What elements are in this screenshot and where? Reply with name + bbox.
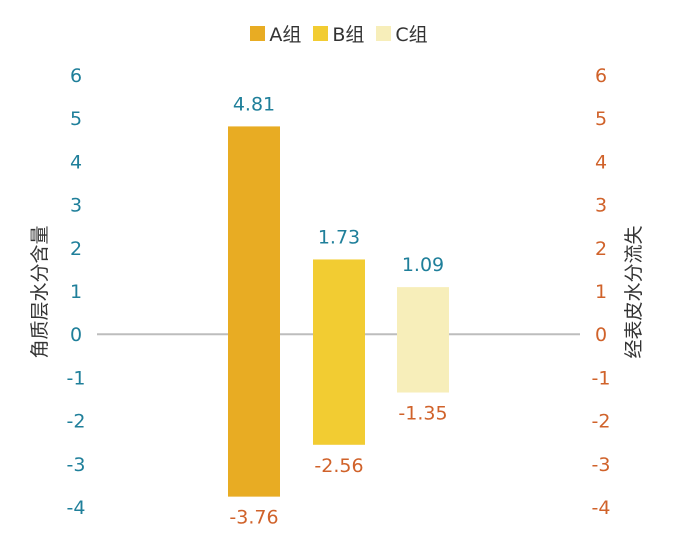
legend-item-b: B组 (313, 20, 364, 47)
left-tick-label: 4 (70, 151, 82, 173)
left-tick-label: 1 (70, 281, 82, 303)
bar-C组 (397, 287, 449, 393)
negative-value-label: -3.76 (229, 507, 278, 529)
right-tick-label: 1 (595, 281, 607, 303)
right-tick-label: 6 (595, 65, 607, 87)
left-tick-label: -2 (67, 411, 86, 433)
right-tick-label: -2 (592, 411, 611, 433)
positive-value-label: 1.73 (318, 226, 360, 248)
right-tick-label: -4 (592, 497, 611, 519)
legend-item-c: C组 (376, 20, 428, 47)
legend-item-a: A组 (250, 20, 301, 47)
bars-group (228, 126, 449, 497)
right-tick-label: 2 (595, 238, 607, 260)
positive-value-label: 4.81 (233, 93, 275, 115)
left-tick-label: -1 (67, 367, 86, 389)
negative-value-label: -2.56 (314, 455, 363, 477)
legend-swatch-a (250, 26, 266, 41)
right-tick-label: 4 (595, 151, 607, 173)
left-tick-label: 6 (70, 65, 82, 87)
left-tick-label: 0 (70, 324, 82, 346)
right-axis-ticks: 6 5 4 3 2 1 0 -1 -2 -3 -4 (592, 65, 611, 519)
value-labels-group: 4.81 -3.76 1.73 -2.56 1.09 -1.35 (229, 93, 447, 528)
left-tick-label: 2 (70, 238, 82, 260)
right-tick-label: 3 (595, 195, 607, 217)
right-tick-label: -3 (592, 454, 611, 476)
right-tick-label: 0 (595, 324, 607, 346)
bar-B组 (313, 259, 365, 445)
legend-swatch-c (376, 26, 392, 41)
chart-legend: A组 B组 C组 (0, 20, 678, 47)
left-tick-label: 3 (70, 195, 82, 217)
right-tick-label: -1 (592, 367, 611, 389)
right-tick-label: 5 (595, 108, 607, 130)
legend-label-b: B组 (332, 24, 365, 46)
left-axis-ticks: 6 5 4 3 2 1 0 -1 -2 -3 -4 (67, 65, 86, 519)
legend-label-a: A组 (269, 24, 302, 46)
left-tick-label: -3 (67, 454, 86, 476)
left-tick-label: -4 (67, 497, 86, 519)
left-axis-label: 角质层水分含量 (29, 225, 51, 358)
bar-A组 (228, 126, 280, 497)
right-axis-label: 经表皮水分流失 (623, 225, 645, 358)
positive-value-label: 1.09 (402, 254, 444, 276)
legend-label-c: C组 (395, 24, 428, 46)
left-tick-label: 5 (70, 108, 82, 130)
legend-swatch-b (313, 26, 329, 41)
negative-value-label: -1.35 (398, 403, 447, 425)
